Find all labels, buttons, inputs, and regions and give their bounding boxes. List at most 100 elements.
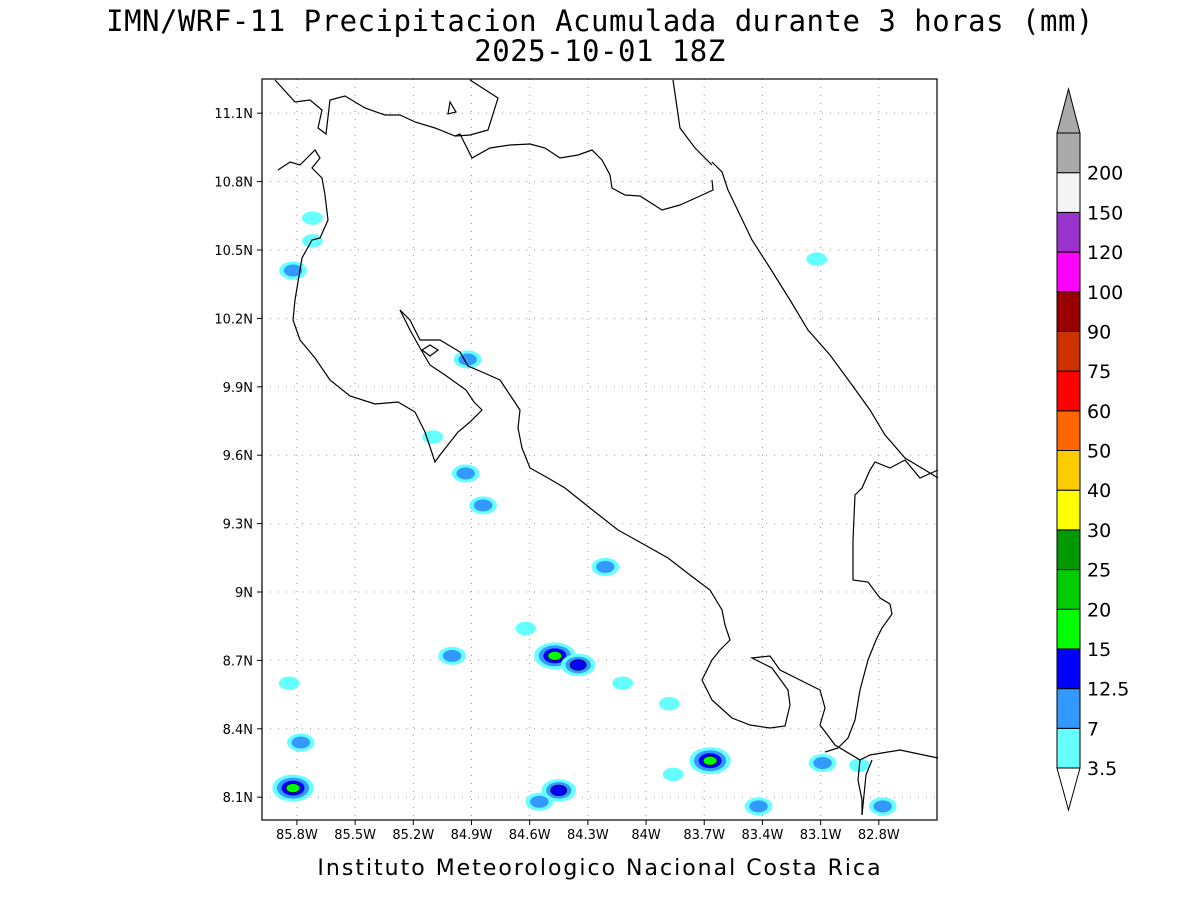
caribbean-north [672, 79, 713, 166]
precip-contour [702, 755, 718, 766]
grid-lines [262, 79, 937, 820]
legend-label: 40 [1087, 480, 1111, 502]
y-tick-label: 11.1N [214, 107, 253, 122]
x-tick-label: 85.8W [276, 828, 318, 843]
lake-island [447, 100, 457, 115]
precip-contour [456, 467, 475, 480]
precip-contour [473, 499, 493, 512]
precip-contour [278, 676, 300, 690]
north-border-river [454, 79, 499, 137]
y-tick-label: 9.9N [223, 381, 253, 396]
burica-spit [861, 759, 873, 816]
legend-under-arrow [1056, 767, 1081, 812]
x-tick-label: 83.4W [742, 828, 784, 843]
legend-swatch [1056, 251, 1081, 293]
legend-swatch [1056, 330, 1081, 372]
y-tick-label: 10.2N [214, 312, 253, 327]
legend-swatch [1056, 370, 1081, 412]
precip-contour [442, 649, 462, 662]
precip-contour [302, 211, 323, 225]
precip-contour [283, 264, 303, 277]
legend-swatch [1056, 211, 1081, 253]
x-tick-label: 84.6W [509, 828, 551, 843]
precip-contour [515, 621, 537, 636]
legend-swatch [1056, 608, 1081, 650]
legend-label: 75 [1087, 361, 1111, 383]
x-tick-label: 84W [631, 828, 661, 843]
coastline [274, 79, 939, 816]
precip-contour [873, 800, 892, 813]
footer-credit: Instituto Meteorologico Nacional Costa R… [317, 856, 883, 881]
burica-peninsula [859, 749, 939, 761]
y-tick-label: 8.1N [223, 791, 253, 806]
x-tick-label: 82.8W [858, 828, 900, 843]
precip-contour [749, 800, 768, 813]
y-tick-label: 10.5N [214, 244, 253, 259]
legend-label: 150 [1087, 202, 1123, 224]
legend-swatch [1056, 410, 1081, 451]
lake-shore [274, 79, 714, 211]
precip-contour [547, 651, 563, 661]
pacific-guanacaste [277, 149, 483, 464]
legend-swatch [1056, 172, 1081, 213]
gulf-of-nicoya [399, 309, 863, 815]
precip-contour [596, 560, 615, 573]
legend-swatch [1056, 132, 1081, 174]
precip-contour [806, 252, 828, 266]
legend-label: 90 [1087, 321, 1111, 343]
x-tick-label: 84.3W [567, 828, 609, 843]
caribbean-coast [711, 161, 939, 479]
legend-label: 120 [1087, 242, 1123, 264]
y-tick-label: 9N [235, 586, 253, 601]
legend-swatch [1056, 291, 1081, 332]
precip-contour [530, 795, 549, 808]
map-frame [261, 78, 938, 821]
precip-contour [302, 234, 323, 248]
legend-swatch [1056, 727, 1081, 769]
legend-label: 200 [1087, 163, 1123, 185]
legend-label: 3.5 [1087, 758, 1117, 780]
x-tick-label: 85.2W [392, 828, 434, 843]
legend-label: 25 [1087, 560, 1111, 582]
precip-contour [569, 659, 587, 671]
precip-contour [550, 784, 568, 796]
legend-label: 30 [1087, 520, 1111, 542]
gulf-island [420, 344, 440, 357]
y-tick-label: 8.4N [223, 723, 253, 738]
map-title: IMN/WRF-11 Precipitacion Acumulada duran… [106, 4, 1094, 38]
x-tick-label: 85.5W [334, 828, 376, 843]
legend-label: 60 [1087, 401, 1111, 423]
color-legend: 3.5 7 12.5 15 20 25 30 40 50 60 75 90 100 120 150 200 [1056, 87, 1129, 812]
legend-label: 20 [1087, 599, 1111, 621]
precip-contour [662, 767, 684, 782]
y-tick-label: 10.8N [214, 176, 253, 191]
x-tick-label: 83.7W [683, 828, 725, 843]
precip-contour [658, 696, 680, 711]
legend-swatch [1056, 688, 1081, 729]
legend-over-arrow [1056, 87, 1081, 134]
x-tick-label: 83.1W [800, 828, 842, 843]
legend-label: 12.5 [1087, 679, 1129, 701]
precip-contour [291, 736, 310, 749]
y-tick-label: 9.6N [223, 449, 253, 464]
precipitation-contours [272, 211, 897, 816]
legend-swatch [1056, 529, 1081, 571]
x-tick-label: 84.9W [451, 828, 493, 843]
panama-border [824, 459, 939, 753]
legend-label: 7 [1087, 718, 1099, 740]
legend-swatch [1056, 648, 1081, 690]
precip-contour [285, 783, 301, 793]
legend-swatch [1056, 489, 1081, 531]
y-tick-label: 8.7N [223, 654, 253, 669]
legend-swatch [1056, 450, 1081, 491]
precip-contour [612, 676, 634, 690]
legend-label: 50 [1087, 441, 1111, 463]
axis-ticks: 85.8W 85.5W 85.2W 84.9W 84.6W 84.3W 84W 83.7W 83… [214, 107, 900, 843]
legend-swatch [1056, 569, 1081, 610]
precip-contour [813, 757, 832, 769]
map-date: 2025-10-01 18Z [474, 34, 726, 68]
legend-label: 100 [1087, 282, 1123, 304]
y-tick-label: 9.3N [223, 518, 253, 533]
legend-label: 15 [1087, 639, 1111, 661]
